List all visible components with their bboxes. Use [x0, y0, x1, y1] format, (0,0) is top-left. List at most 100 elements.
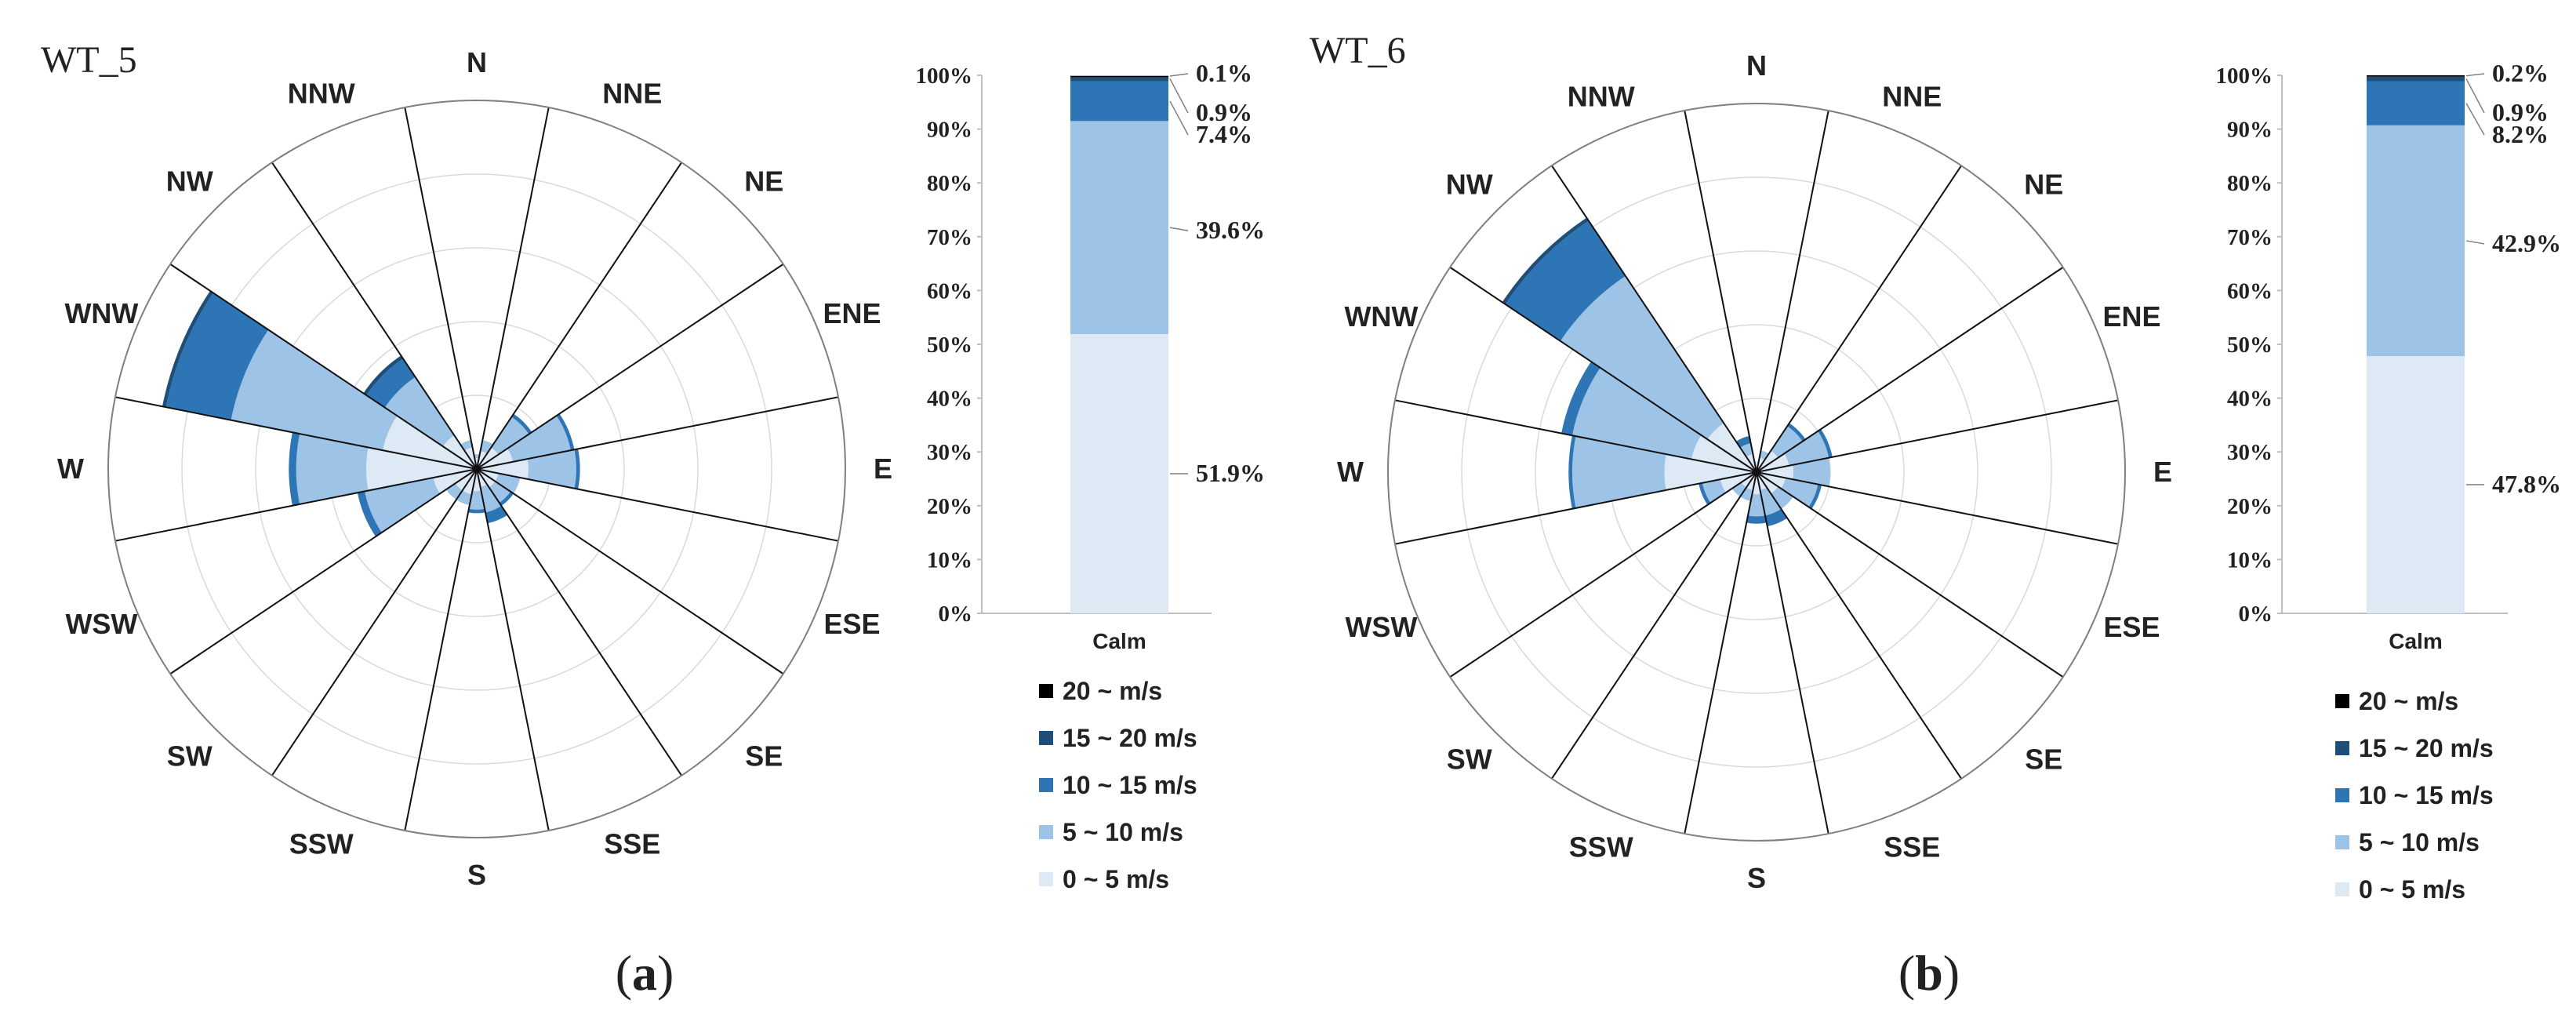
wedge-ene	[507, 416, 571, 462]
wedge-n	[474, 454, 480, 459]
wedge-s	[1752, 472, 1761, 495]
wedge-nnw	[1740, 443, 1753, 457]
sector-boundary	[1756, 471, 1829, 834]
grid-ring	[181, 173, 772, 765]
legend-label: 15 ~ 20 m/s	[2359, 734, 2494, 762]
panel-title: WT_6	[1310, 30, 1406, 71]
wedge-e	[477, 459, 529, 479]
direction-label-ssw: SSW	[1569, 831, 1633, 863]
legend-swatch	[2335, 835, 2349, 849]
category-label: Calm	[1092, 629, 1146, 653]
polar-chart: N NNE NE ENE E ESE SE SSE S SSW SW WSW W WNW NW NNW	[57, 46, 892, 891]
sector-boundary	[1756, 110, 1829, 473]
data-label: 7.4%	[1196, 120, 1252, 148]
calm-segment-4	[2367, 76, 2465, 82]
y-tick-label: 100%	[916, 64, 973, 89]
grid-ring	[1461, 176, 2052, 768]
sector-boundary	[169, 264, 478, 470]
y-tick-label: 80%	[927, 171, 972, 196]
data-label: 0.9%	[2492, 98, 2549, 126]
sector-boundary	[476, 468, 682, 776]
wedge-ne	[1787, 423, 1806, 442]
legend-label: 20 ~ m/s	[1063, 677, 1162, 705]
sector-boundary	[476, 264, 784, 470]
data-label: 0.9%	[1196, 98, 1252, 126]
legend-label: 5 ~ 10 m/s	[2359, 828, 2480, 856]
panel-caption: (a)	[616, 945, 674, 1001]
wedge-ne	[1757, 450, 1778, 472]
y-tick-label: 0%	[2239, 602, 2273, 627]
y-tick-label: 30%	[927, 440, 972, 465]
data-label: 0.2%	[2492, 59, 2549, 87]
wedge-ne	[477, 447, 499, 469]
direction-label-ese: ESE	[2104, 611, 2160, 643]
y-tick-label: 70%	[2227, 225, 2273, 250]
wedge-nnw	[1735, 435, 1751, 448]
direction-label-sw: SW	[1447, 743, 1492, 775]
panel-caption: (b)	[1898, 945, 1960, 1001]
direction-label-ene: ENE	[2103, 300, 2161, 333]
direction-label-nne: NNE	[1882, 80, 1942, 112]
sector-boundary	[1756, 471, 2119, 545]
caption-letter: a	[632, 945, 657, 1001]
direction-label-se: SE	[745, 740, 783, 772]
y-tick-label: 60%	[927, 278, 972, 304]
legend-swatch	[1039, 731, 1053, 745]
leader-line	[2465, 73, 2485, 77]
sector-boundary	[1684, 471, 1757, 834]
legend-label: 5 ~ 10 m/s	[1063, 818, 1183, 846]
caption-letter: b	[1915, 945, 1943, 1001]
sector-boundary	[1449, 267, 1757, 473]
sector-boundary	[1756, 471, 1962, 780]
wedge-nw	[363, 355, 403, 395]
wedge-se	[1757, 472, 1778, 494]
leader-line	[1169, 227, 1189, 231]
wedge-wnw	[1561, 361, 1600, 436]
y-tick-label: 100%	[2216, 64, 2273, 89]
sector-boundary	[476, 468, 550, 831]
wedge-w	[296, 434, 369, 504]
legend-label: 10 ~ 15 m/s	[1063, 771, 1197, 799]
calm-segment-1	[2367, 356, 2465, 613]
leader-line	[1169, 78, 1189, 114]
sector-boundary	[114, 468, 478, 542]
direction-label-sse: SSE	[604, 828, 660, 860]
direction-label-s: S	[467, 859, 486, 891]
sector-boundary	[1551, 471, 1757, 780]
legend-swatch	[1039, 684, 1053, 698]
direction-label-w: W	[1337, 456, 1364, 488]
y-tick-label: 80%	[2227, 171, 2273, 196]
series-2	[1560, 275, 1830, 517]
wedge-e	[1793, 457, 1830, 487]
wedge-nne	[1759, 450, 1769, 460]
direction-label-n: N	[1746, 49, 1767, 82]
sector-boundary	[1756, 165, 1962, 473]
series-3	[165, 293, 580, 537]
direction-label-sse: SSE	[1884, 831, 1940, 863]
data-label: 8.2%	[2492, 120, 2549, 148]
legend-label: 0 ~ 5 m/s	[1063, 865, 1169, 893]
series-1	[1664, 423, 1793, 495]
direction-label-sw: SW	[167, 740, 213, 772]
calm-segment-1	[1070, 333, 1168, 613]
direction-label-e: E	[2153, 456, 2172, 488]
wedge-wnw	[1691, 434, 1757, 472]
wedge-nw	[384, 376, 455, 447]
legend-label: 15 ~ 20 m/s	[1063, 724, 1197, 752]
wedge-sse	[485, 505, 508, 524]
direction-label-ese: ESE	[824, 608, 881, 640]
direction-label-e: E	[874, 453, 892, 485]
legend-swatch	[1039, 872, 1053, 886]
wedge-w	[366, 447, 477, 491]
wedge-ene	[1818, 429, 1833, 458]
wedge-wsw	[365, 478, 441, 533]
wedge-wsw	[1699, 482, 1711, 505]
wedge-se	[477, 469, 496, 488]
direction-label-ne: NE	[744, 165, 783, 198]
wedge-se	[489, 481, 510, 503]
wedge-w	[1572, 436, 1666, 508]
direction-label-wsw: WSW	[1345, 611, 1417, 643]
leader-line	[1169, 100, 1189, 136]
wedge-ese	[1781, 478, 1818, 507]
direction-label-ssw: SSW	[289, 828, 354, 860]
